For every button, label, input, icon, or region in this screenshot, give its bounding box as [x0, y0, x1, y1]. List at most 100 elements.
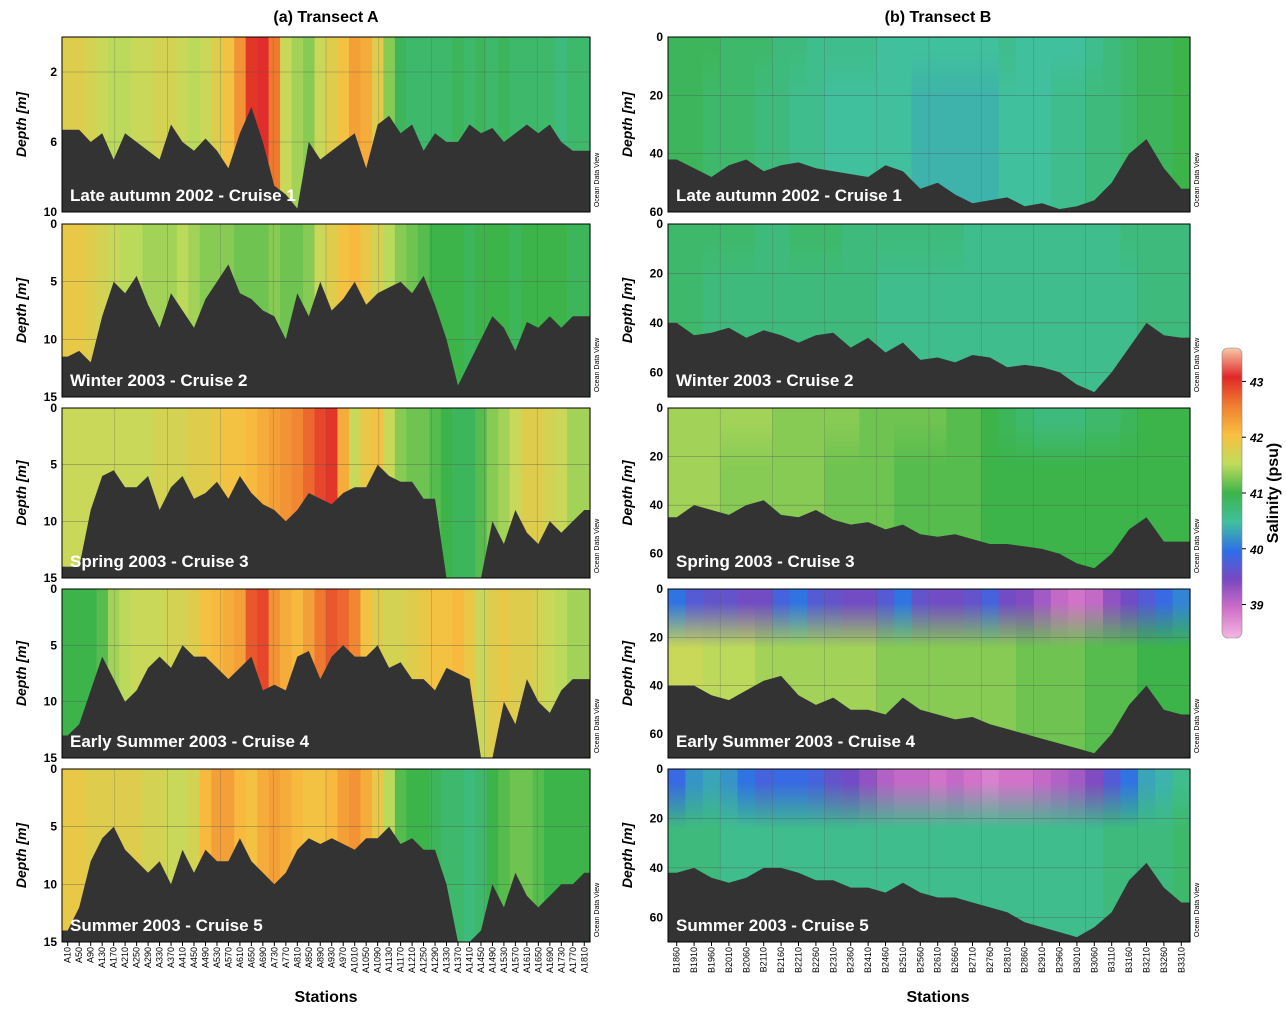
seabed — [62, 645, 590, 758]
station-label: B2810 — [1002, 947, 1012, 973]
seabed — [668, 500, 1190, 578]
salinity-column — [452, 224, 465, 397]
panel — [667, 407, 1191, 579]
station-label: B2710 — [968, 947, 978, 973]
salinity-column — [1033, 769, 1052, 942]
watermark: Ocean Data View — [594, 152, 601, 207]
panel-label: Winter 2003 - Cruise 2 — [676, 371, 853, 390]
salinity-column — [532, 408, 545, 578]
salinity-column — [1016, 769, 1034, 942]
y-tick-label: 5 — [50, 820, 57, 834]
station-label: B2160 — [776, 947, 786, 973]
station-label: A530 — [212, 947, 222, 968]
seabed — [62, 107, 590, 212]
salinity-column — [1085, 408, 1104, 578]
colorbar-label: Salinity (psu) — [1265, 443, 1282, 543]
station-label: B2510 — [898, 947, 908, 973]
salinity-column — [1016, 589, 1034, 758]
salinity-column — [486, 589, 499, 758]
station-label: A450 — [189, 947, 199, 968]
panel-label: Late autumn 2002 - Cruise 1 — [70, 186, 296, 205]
station-label: A250 — [132, 947, 142, 968]
station-label: B2310 — [828, 947, 838, 973]
y-tick-label: 0 — [656, 582, 663, 596]
y-axis-label: Depth [m] — [13, 277, 29, 344]
station-label: B3110 — [1107, 947, 1117, 972]
station-label: A1210 — [407, 947, 417, 973]
station-label: A1650 — [533, 947, 543, 973]
salinity-column — [981, 37, 1000, 212]
station-label: B2860 — [1020, 947, 1030, 973]
salinity-column — [1155, 408, 1174, 578]
salinity-column — [1033, 224, 1052, 397]
station-label: B2260 — [811, 947, 821, 973]
y-tick-label: 10 — [44, 877, 58, 891]
salinity-column — [1085, 37, 1104, 212]
seabed — [62, 826, 590, 942]
watermark: Ocean Data View — [1194, 337, 1201, 392]
salinity-column — [1172, 769, 1191, 942]
station-label: A1330 — [442, 947, 452, 973]
salinity-column — [1050, 224, 1069, 397]
salinity-column — [1033, 589, 1052, 758]
station-label: A290 — [143, 947, 153, 968]
salinity-column — [1103, 37, 1121, 212]
station-label: A1130 — [384, 947, 394, 972]
station-label: A410 — [178, 947, 188, 968]
salinity-column — [998, 769, 1017, 942]
panel — [61, 36, 591, 213]
panel — [667, 36, 1191, 213]
salinity-column — [981, 224, 1000, 397]
y-tick-label: 20 — [650, 450, 664, 464]
salinity-column — [280, 37, 293, 212]
y-axis-label: Depth [m] — [619, 822, 635, 889]
salinity-column — [1103, 589, 1121, 758]
column-title: (b) Transect B — [885, 9, 992, 26]
y-tick-label: 0 — [656, 30, 663, 44]
salinity-column — [998, 408, 1017, 578]
station-label: B2060 — [741, 947, 751, 973]
panel-frame — [667, 223, 1191, 398]
salinity-column — [911, 37, 930, 212]
y-axis-label: Depth [m] — [619, 640, 635, 707]
station-label: A1610 — [522, 947, 532, 973]
y-tick-label: 60 — [650, 365, 664, 379]
y-tick-label: 0 — [656, 217, 663, 231]
station-label: B3260 — [1159, 947, 1169, 973]
station-label: A50 — [74, 947, 84, 963]
station-label: A930 — [327, 947, 337, 968]
station-label: A1290 — [430, 947, 440, 973]
y-axis-label: Depth [m] — [13, 640, 29, 707]
y-tick-label: 40 — [650, 679, 664, 693]
salinity-column — [291, 37, 304, 212]
station-label: A170 — [109, 947, 119, 968]
station-label: A370 — [166, 947, 176, 968]
salinity-column — [463, 224, 476, 397]
panel-frame — [667, 407, 1191, 579]
station-label: B2560 — [915, 947, 925, 973]
salinity-column — [463, 769, 476, 942]
panel — [667, 223, 1191, 398]
x-axis-label: Stations — [906, 989, 969, 1006]
salinity-column — [702, 37, 721, 212]
station-label: A1570 — [510, 947, 520, 973]
salinity-column — [1016, 224, 1034, 397]
salinity-column — [62, 769, 75, 942]
colorbar-tick-label: 42 — [1249, 431, 1264, 445]
y-tick-label: 10 — [44, 332, 58, 346]
panel — [667, 588, 1191, 759]
salinity-column — [463, 408, 476, 578]
watermark: Ocean Data View — [594, 337, 601, 392]
panel-label: Late autumn 2002 - Cruise 1 — [676, 186, 902, 205]
seabed — [668, 862, 1190, 942]
salinity-column — [1050, 37, 1069, 212]
salinity-column — [1016, 408, 1034, 578]
salinity-column — [963, 408, 982, 578]
y-tick-label: 40 — [650, 147, 664, 161]
station-label: B2660 — [950, 947, 960, 973]
station-label: A10 — [63, 947, 73, 963]
salinity-column — [1068, 589, 1087, 758]
salinity-column — [998, 589, 1017, 758]
salinity-column — [981, 589, 1000, 758]
